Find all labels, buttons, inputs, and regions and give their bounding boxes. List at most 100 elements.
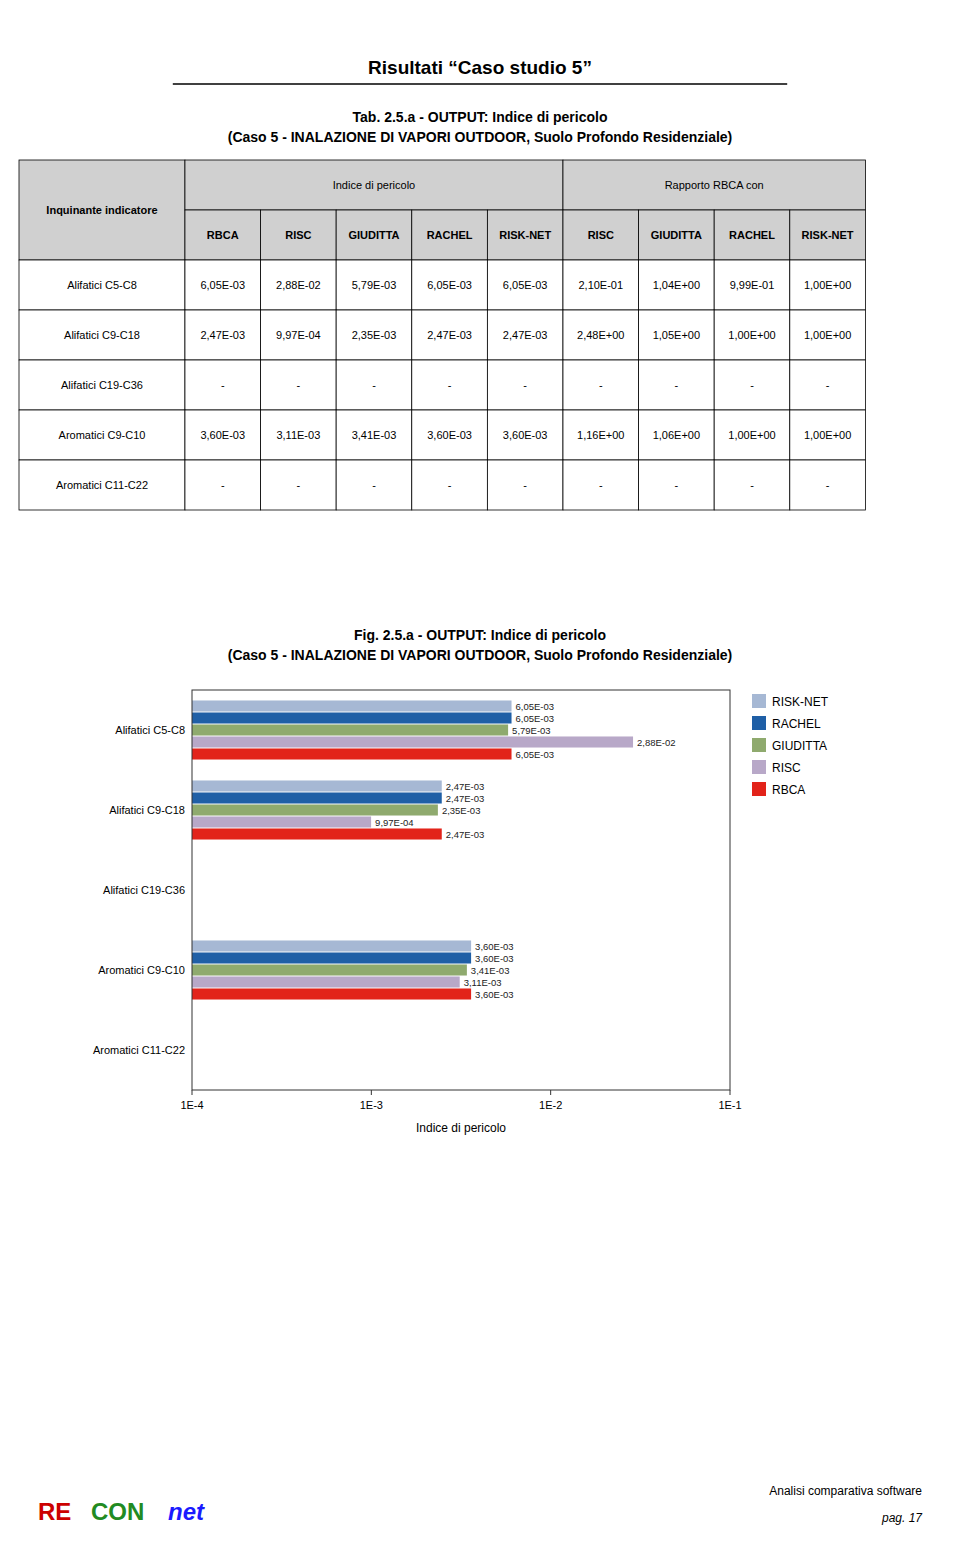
- table-value: -: [221, 479, 225, 491]
- table-value: -: [523, 379, 527, 391]
- table-value: -: [448, 379, 452, 391]
- table-subtitle: (Caso 5 - INALAZIONE DI VAPORI OUTDOOR, …: [228, 129, 733, 145]
- table-value: -: [750, 479, 754, 491]
- table: Inquinante indicatoreIndice di pericoloR…: [19, 160, 865, 510]
- plot-frame: [192, 690, 730, 1090]
- bar: [192, 780, 442, 791]
- data-label: 6,05E-03: [516, 749, 555, 760]
- table-cell: [261, 210, 337, 260]
- table-cell: [336, 360, 412, 410]
- table-cell: [185, 210, 261, 260]
- x-tick-label: 1E-3: [360, 1099, 383, 1111]
- x-tick: [550, 1090, 551, 1095]
- table-value: -: [599, 379, 603, 391]
- table-value: 3,60E-03: [200, 429, 245, 441]
- table-cell: [19, 410, 185, 460]
- table-row-header: Inquinante indicatore: [46, 204, 157, 216]
- table-cell: [19, 460, 185, 510]
- table-row-name: Alifatici C5-C8: [67, 279, 137, 291]
- table-col-header: RACHEL: [427, 229, 473, 241]
- table-row-name: Aromatici C9-C10: [59, 429, 146, 441]
- table-cell: [336, 410, 412, 460]
- x-axis-label: Indice di pericolo: [416, 1121, 506, 1135]
- table-value: 1,04E+00: [653, 279, 700, 291]
- legend-label: RISK-NET: [772, 695, 829, 709]
- table-cell: [790, 260, 866, 310]
- table-value: -: [297, 479, 301, 491]
- legend-swatch: [752, 716, 766, 730]
- table-cell: [185, 260, 261, 310]
- data-label: 3,41E-03: [471, 965, 510, 976]
- table-col-header: RISK-NET: [802, 229, 854, 241]
- table-value: 3,11E-03: [276, 429, 320, 441]
- table-col-header: RACHEL: [729, 229, 775, 241]
- table-cell: [19, 310, 185, 360]
- table-value: 2,88E-02: [276, 279, 321, 291]
- legend-swatch: [752, 760, 766, 774]
- table-cell: [487, 210, 563, 260]
- page-canvas: Risultati “Caso studio 5” Tab. 2.5.a - OU…: [0, 0, 960, 1556]
- table-value: 3,60E-03: [427, 429, 472, 441]
- bar: [192, 700, 512, 711]
- table-value: 3,41E-03: [352, 429, 397, 441]
- table-col-header: RBCA: [207, 229, 239, 241]
- footer-text: Analisi comparativa software: [769, 1484, 922, 1498]
- table-value: 2,10E-01: [578, 279, 623, 291]
- data-label: 5,79E-03: [512, 725, 551, 736]
- chart: 3,60E-032,47E-036,05E-033,60E-032,47E-03…: [93, 690, 829, 1135]
- data-label: 6,05E-03: [516, 701, 555, 712]
- table-cell: [185, 360, 261, 410]
- bar: [192, 988, 471, 999]
- table-value: 2,35E-03: [352, 329, 397, 341]
- y-tick-label: Alifatici C5-C8: [115, 724, 185, 736]
- table-value: -: [826, 479, 830, 491]
- logo-text: net: [168, 1498, 205, 1525]
- table-cell: [714, 310, 790, 360]
- table-cell: [563, 260, 639, 310]
- table-cell: [714, 360, 790, 410]
- data-label: 2,47E-03: [446, 793, 485, 804]
- legend-swatch: [752, 782, 766, 796]
- table-cell: [639, 210, 715, 260]
- logo-text: RE: [38, 1498, 71, 1525]
- table-cell: [563, 310, 639, 360]
- table-value: 2,47E-03: [427, 329, 472, 341]
- table-cell: [639, 460, 715, 510]
- chart-title: Fig. 2.5.a - OUTPUT: Indice di pericolo: [354, 627, 606, 643]
- page-title: Risultati “Caso studio 5”: [368, 57, 592, 78]
- logo-text: CON: [91, 1498, 144, 1525]
- table-value: 2,47E-03: [200, 329, 245, 341]
- table-row-name: Alifatici C9-C18: [64, 329, 140, 341]
- table-cell: [714, 460, 790, 510]
- table-value: 2,48E+00: [577, 329, 624, 341]
- data-label: 9,97E-04: [375, 817, 414, 828]
- table-group-header: Rapporto RBCA con: [665, 179, 764, 191]
- table-cell: [185, 410, 261, 460]
- table-value: 9,99E-01: [730, 279, 775, 291]
- data-label: 3,11E-03: [464, 977, 502, 988]
- table-value: 2,47E-03: [503, 329, 548, 341]
- table-cell: [261, 260, 337, 310]
- table-cell: [563, 410, 639, 460]
- table-title: Tab. 2.5.a - OUTPUT: Indice di pericolo: [353, 109, 608, 125]
- table-value: 1,00E+00: [804, 429, 851, 441]
- bar: [192, 804, 438, 815]
- table-value: -: [826, 379, 830, 391]
- y-tick-label: Aromatici C11-C22: [93, 1044, 185, 1056]
- table-value: 6,05E-03: [503, 279, 548, 291]
- bar: [192, 748, 512, 759]
- table-value: 5,79E-03: [352, 279, 397, 291]
- table-value: 6,05E-03: [200, 279, 245, 291]
- table-cell: [412, 210, 488, 260]
- table-cell: [412, 260, 488, 310]
- table-value: -: [372, 379, 376, 391]
- title-underline: [173, 83, 787, 85]
- bar: [192, 712, 512, 723]
- table-cell: [487, 260, 563, 310]
- bar: [192, 736, 633, 747]
- x-tick-label: 1E-2: [539, 1099, 562, 1111]
- table-cell: [185, 310, 261, 360]
- page: { "page_title": "Risultati \u201cCaso st…: [0, 0, 960, 1556]
- table-col-header: RISC: [285, 229, 311, 241]
- table-cell: [185, 160, 563, 210]
